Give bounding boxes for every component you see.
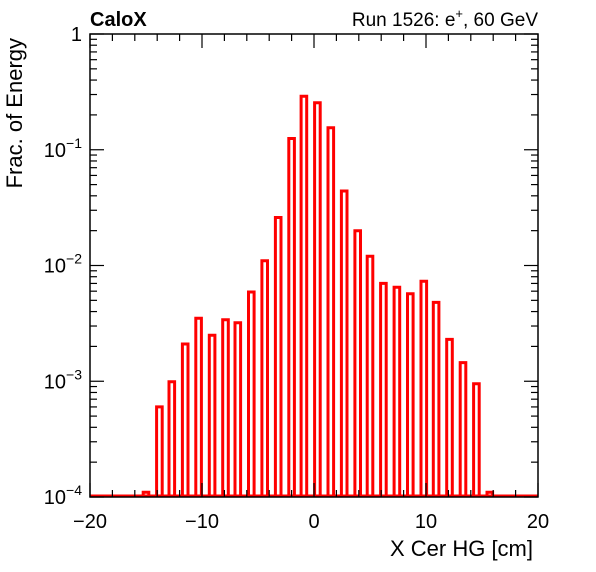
histogram-bar [233, 321, 243, 497]
y-tick-label: 10−4 [44, 482, 82, 509]
x-tick-label: 10 [415, 511, 437, 533]
histogram-bar [194, 316, 203, 497]
histogram-bar [445, 337, 454, 497]
histogram-bar [313, 101, 322, 497]
y-tick-label: 10−2 [44, 251, 82, 278]
histogram-bar [379, 281, 388, 497]
experiment-label: CaloX [90, 9, 147, 31]
plot-frame [89, 33, 539, 498]
y-tick-label: 1 [71, 24, 82, 46]
histogram-bar [155, 405, 164, 497]
tick-labels-group: −20 −10 0 10 20 10−4 10−3 10−2 10−1 1 [44, 24, 549, 533]
run-info-suffix: , 60 GeV [463, 10, 538, 31]
histogram-bar [406, 292, 415, 497]
histogram-bar [221, 318, 230, 497]
histogram-bar [472, 382, 481, 497]
histogram-bar [167, 380, 177, 497]
run-info: Run 1526: e+, 60 GeV [352, 6, 538, 31]
histogram-bar [141, 490, 151, 497]
x-tick-label: −20 [73, 511, 107, 533]
histogram-bar [180, 342, 190, 497]
histogram-bar [419, 279, 429, 497]
y-axis-title: Frac. of Energy [2, 38, 27, 188]
bars-group [90, 94, 538, 498]
histogram-bar [326, 126, 336, 497]
histogram-bar [458, 361, 468, 497]
histogram-bar [207, 333, 217, 497]
histogram-bar [299, 94, 309, 497]
histogram-bar [339, 189, 349, 497]
histogram-bar [365, 254, 375, 497]
histogram-bar [273, 216, 283, 497]
y-tick-label: 10−1 [44, 135, 82, 162]
y-tick-label: 10−3 [44, 366, 82, 393]
histogram-bar [287, 137, 296, 497]
x-tick-label: −10 [185, 511, 219, 533]
ticks-group [89, 33, 539, 498]
x-tick-label: 20 [527, 511, 549, 533]
x-tick-label: 0 [308, 511, 319, 533]
histogram-bar [431, 300, 441, 497]
histogram-bar [353, 229, 362, 497]
histogram-bar [247, 290, 256, 497]
run-info-particle-sup: + [455, 6, 463, 21]
histogram-bar [392, 285, 402, 497]
run-info-prefix: Run 1526: e [352, 10, 456, 31]
histogram-bar [260, 259, 269, 497]
x-axis-title: X Cer HG [cm] [390, 536, 533, 561]
